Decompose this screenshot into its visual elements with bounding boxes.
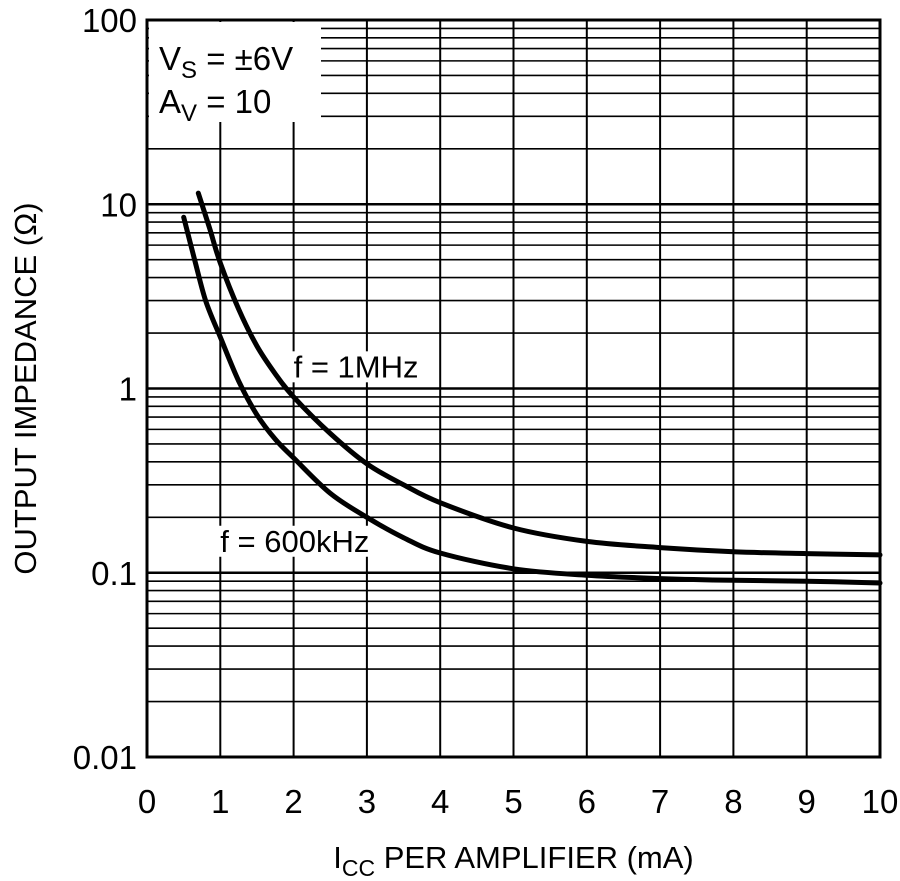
x-tick-labels: 0 1 2 3 4 5 6 7 8 9 10 [138,783,899,820]
curve-labels: f = 1MHz f = 600kHz [218,349,421,559]
series-curve [181,214,883,586]
major-gridlines [147,20,880,757]
x-tick-label: 4 [431,783,449,820]
curves [181,190,883,586]
y-tick-label: 1 [119,371,137,408]
plot-frame [145,18,882,759]
y-tick-labels: 100 10 1 0.1 0.01 [73,2,137,776]
y-axis-title: OUTPUT IMPEDANCE (Ω) [8,202,43,574]
x-tick-label: 6 [578,783,596,820]
y-tick-label: 0.01 [73,739,137,776]
curve-label-background [291,351,421,383]
condition-vs: VS = ±6V [159,40,293,84]
curve-label: f = 600kHz [220,524,369,559]
y-tick-label: 10 [100,186,137,223]
x-tick-label: 7 [651,783,669,820]
curve-label-background [218,525,372,557]
x-tick-label: 9 [798,783,816,820]
y-tick-label: 0.1 [91,555,137,592]
series-curve [195,190,883,558]
x-tick-label: 8 [724,783,742,820]
x-tick-label: 1 [211,783,229,820]
y-tick-label: 100 [82,2,137,39]
conditions-note-background [149,22,321,122]
x-tick-label: 5 [504,783,522,820]
x-tick-label: 10 [862,783,899,820]
x-tick-label: 2 [284,783,302,820]
x-tick-label: 0 [138,783,156,820]
x-tick-label: 3 [358,783,376,820]
x-axis-title: ICC PER AMPLIFIER (mA) [333,840,694,881]
condition-av: AV = 10 [159,83,271,127]
curve-label: f = 1MHz [294,349,419,384]
